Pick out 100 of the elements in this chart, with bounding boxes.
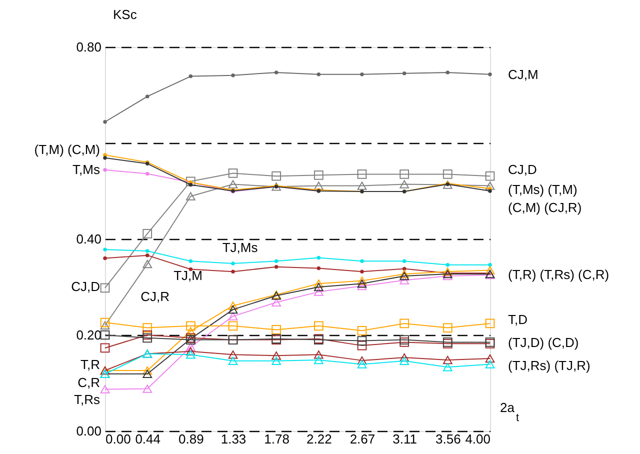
y-tick-label: 0.20: [76, 328, 102, 342]
text: T,D: [508, 312, 528, 327]
point: [400, 170, 410, 179]
text: (TJ,Rs) (TJ,R): [508, 358, 590, 373]
x-tick-label: 4.00: [465, 432, 490, 446]
point: [357, 280, 367, 288]
y-tick-label: 0.80: [76, 40, 102, 54]
point: [400, 356, 410, 366]
point: [274, 70, 278, 74]
point: [231, 73, 235, 78]
point: [100, 343, 110, 353]
point: [357, 182, 367, 190]
point: [103, 120, 107, 124]
point: [100, 385, 110, 394]
point: [142, 260, 152, 268]
point: [400, 272, 410, 280]
point: [488, 72, 492, 76]
point: [186, 342, 196, 352]
point: [357, 282, 367, 290]
text: (T,M) (C,M): [34, 142, 100, 157]
point: [314, 280, 324, 288]
point: [186, 192, 196, 200]
x-tick-label: 1.78: [264, 432, 290, 446]
point: [314, 356, 324, 364]
text: C,R: [78, 375, 100, 390]
annotation: TJ,M: [174, 268, 202, 283]
point: [274, 264, 278, 269]
x-tick-label: 3.11: [392, 432, 418, 446]
x-tick-label: 0.44: [135, 432, 161, 446]
annotation: CJ,R: [140, 289, 170, 304]
point: [142, 366, 152, 375]
text: (C,M) (CJ,R): [508, 200, 582, 215]
point: [357, 170, 367, 179]
point: [357, 356, 367, 365]
text: T,R: [80, 357, 100, 372]
x-axis-title: 2at: [500, 400, 520, 424]
point: [272, 356, 282, 366]
y-axis-title: KSc: [113, 7, 138, 22]
text: T,Ms: [72, 162, 100, 177]
x-tick-label: 0.00: [106, 432, 131, 446]
point: [316, 72, 321, 76]
point: [103, 168, 107, 172]
point: [231, 262, 235, 266]
text: T,Rs: [74, 392, 100, 407]
point: [446, 263, 450, 267]
point: [188, 74, 193, 78]
point: [186, 176, 196, 186]
point: [103, 248, 107, 252]
point: [446, 70, 450, 74]
point: [142, 384, 152, 393]
point: [272, 298, 282, 306]
x-tick-label: 3.56: [435, 432, 461, 446]
point: [188, 182, 193, 187]
point: [272, 182, 282, 191]
point: [228, 168, 238, 178]
point: [100, 330, 110, 340]
point: [231, 270, 235, 274]
x-tick-label: 1.33: [220, 432, 246, 446]
annotation: TJ,Ms: [222, 240, 258, 255]
point: [272, 325, 282, 334]
point: [228, 350, 238, 359]
point: [360, 270, 364, 274]
point: [145, 249, 150, 253]
point: [360, 259, 364, 263]
point: [316, 266, 321, 270]
point: [400, 318, 410, 328]
point: [485, 318, 495, 328]
point: [442, 268, 452, 276]
point: [145, 172, 150, 176]
point: [228, 356, 238, 366]
point: [103, 256, 107, 260]
text: CJ,M: [508, 67, 538, 82]
point: [442, 363, 452, 372]
point: [272, 352, 282, 360]
point: [186, 350, 196, 359]
point: [228, 312, 238, 320]
point: [485, 171, 495, 181]
point: [357, 336, 367, 346]
point: [186, 321, 196, 331]
y-tick-label: 0.40: [76, 232, 102, 246]
point: [442, 323, 452, 332]
point: [442, 356, 452, 364]
text: (T,Ms) (T,M): [508, 182, 578, 197]
point: [488, 263, 492, 267]
text: CJ,D: [508, 162, 537, 177]
text: CJ,D: [71, 279, 100, 294]
point: [402, 72, 406, 76]
point: [188, 259, 193, 263]
text: (TJ,D) (C,D): [508, 335, 579, 350]
point: [314, 321, 324, 331]
point: [402, 259, 406, 263]
text: (T,R) (T,Rs) (C,R): [508, 267, 610, 282]
point: [316, 256, 321, 260]
point: [103, 156, 107, 160]
point: [100, 321, 110, 330]
point: [228, 302, 238, 310]
point: [142, 323, 152, 332]
point: [314, 170, 324, 180]
point: [400, 335, 410, 344]
point: [100, 318, 110, 328]
